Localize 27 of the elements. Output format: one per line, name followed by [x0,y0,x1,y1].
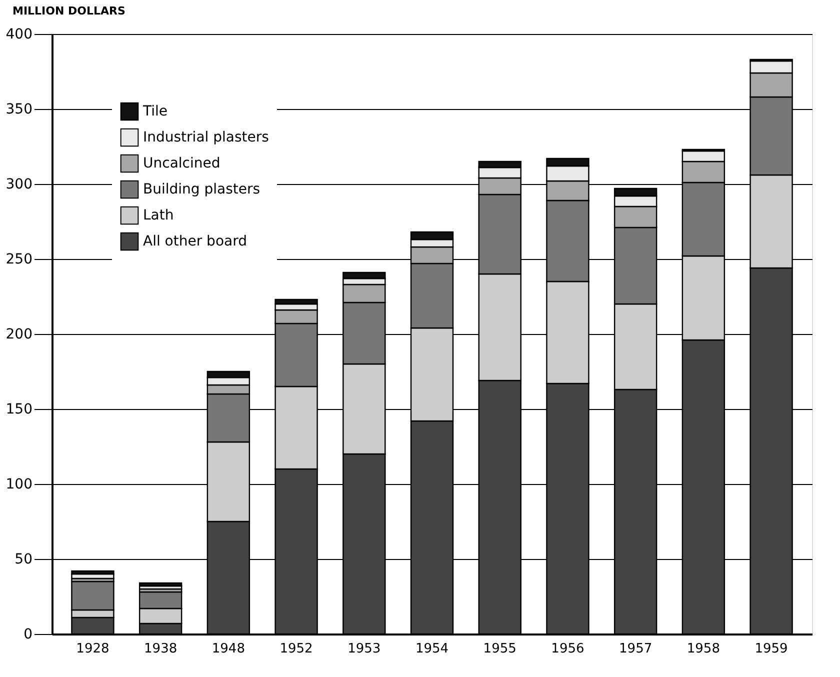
y-axis-title: MILLION DOLLARS [12,4,126,18]
legend-label: Tile [142,104,168,120]
x-tick-label: 1956 [551,642,584,656]
x-tick-label: 1954 [415,642,449,656]
x-tick-label: 1952 [280,642,313,656]
legend-label: Industrial plasters [143,130,269,146]
y-tick-label: 300 [6,176,32,192]
legend-label: All other board [143,234,247,250]
y-tick-label: 150 [6,402,32,418]
x-tick-label: 1955 [483,642,516,656]
y-tick-label: 50 [14,552,32,568]
y-tick-label: 250 [6,252,32,268]
y-tick-label: 350 [6,102,32,118]
x-tick-label: 1959 [754,642,788,656]
y-tick-label: 0 [24,626,32,642]
legend-label: Lath [143,208,174,224]
x-tick-label: 1928 [76,642,110,656]
x-tick-label: 1948 [212,642,245,656]
legend-label: Uncalcined [143,156,220,172]
y-tick-label: 200 [6,326,32,342]
legend-label: Building plasters [143,182,260,198]
x-tick-label: 1953 [348,642,381,656]
x-tick-label: 1957 [619,642,652,656]
x-tick-label: 1938 [144,642,178,656]
x-tick-label: 1958 [686,642,720,656]
y-tick-label: 100 [6,476,32,492]
y-tick-label: 400 [6,26,32,42]
